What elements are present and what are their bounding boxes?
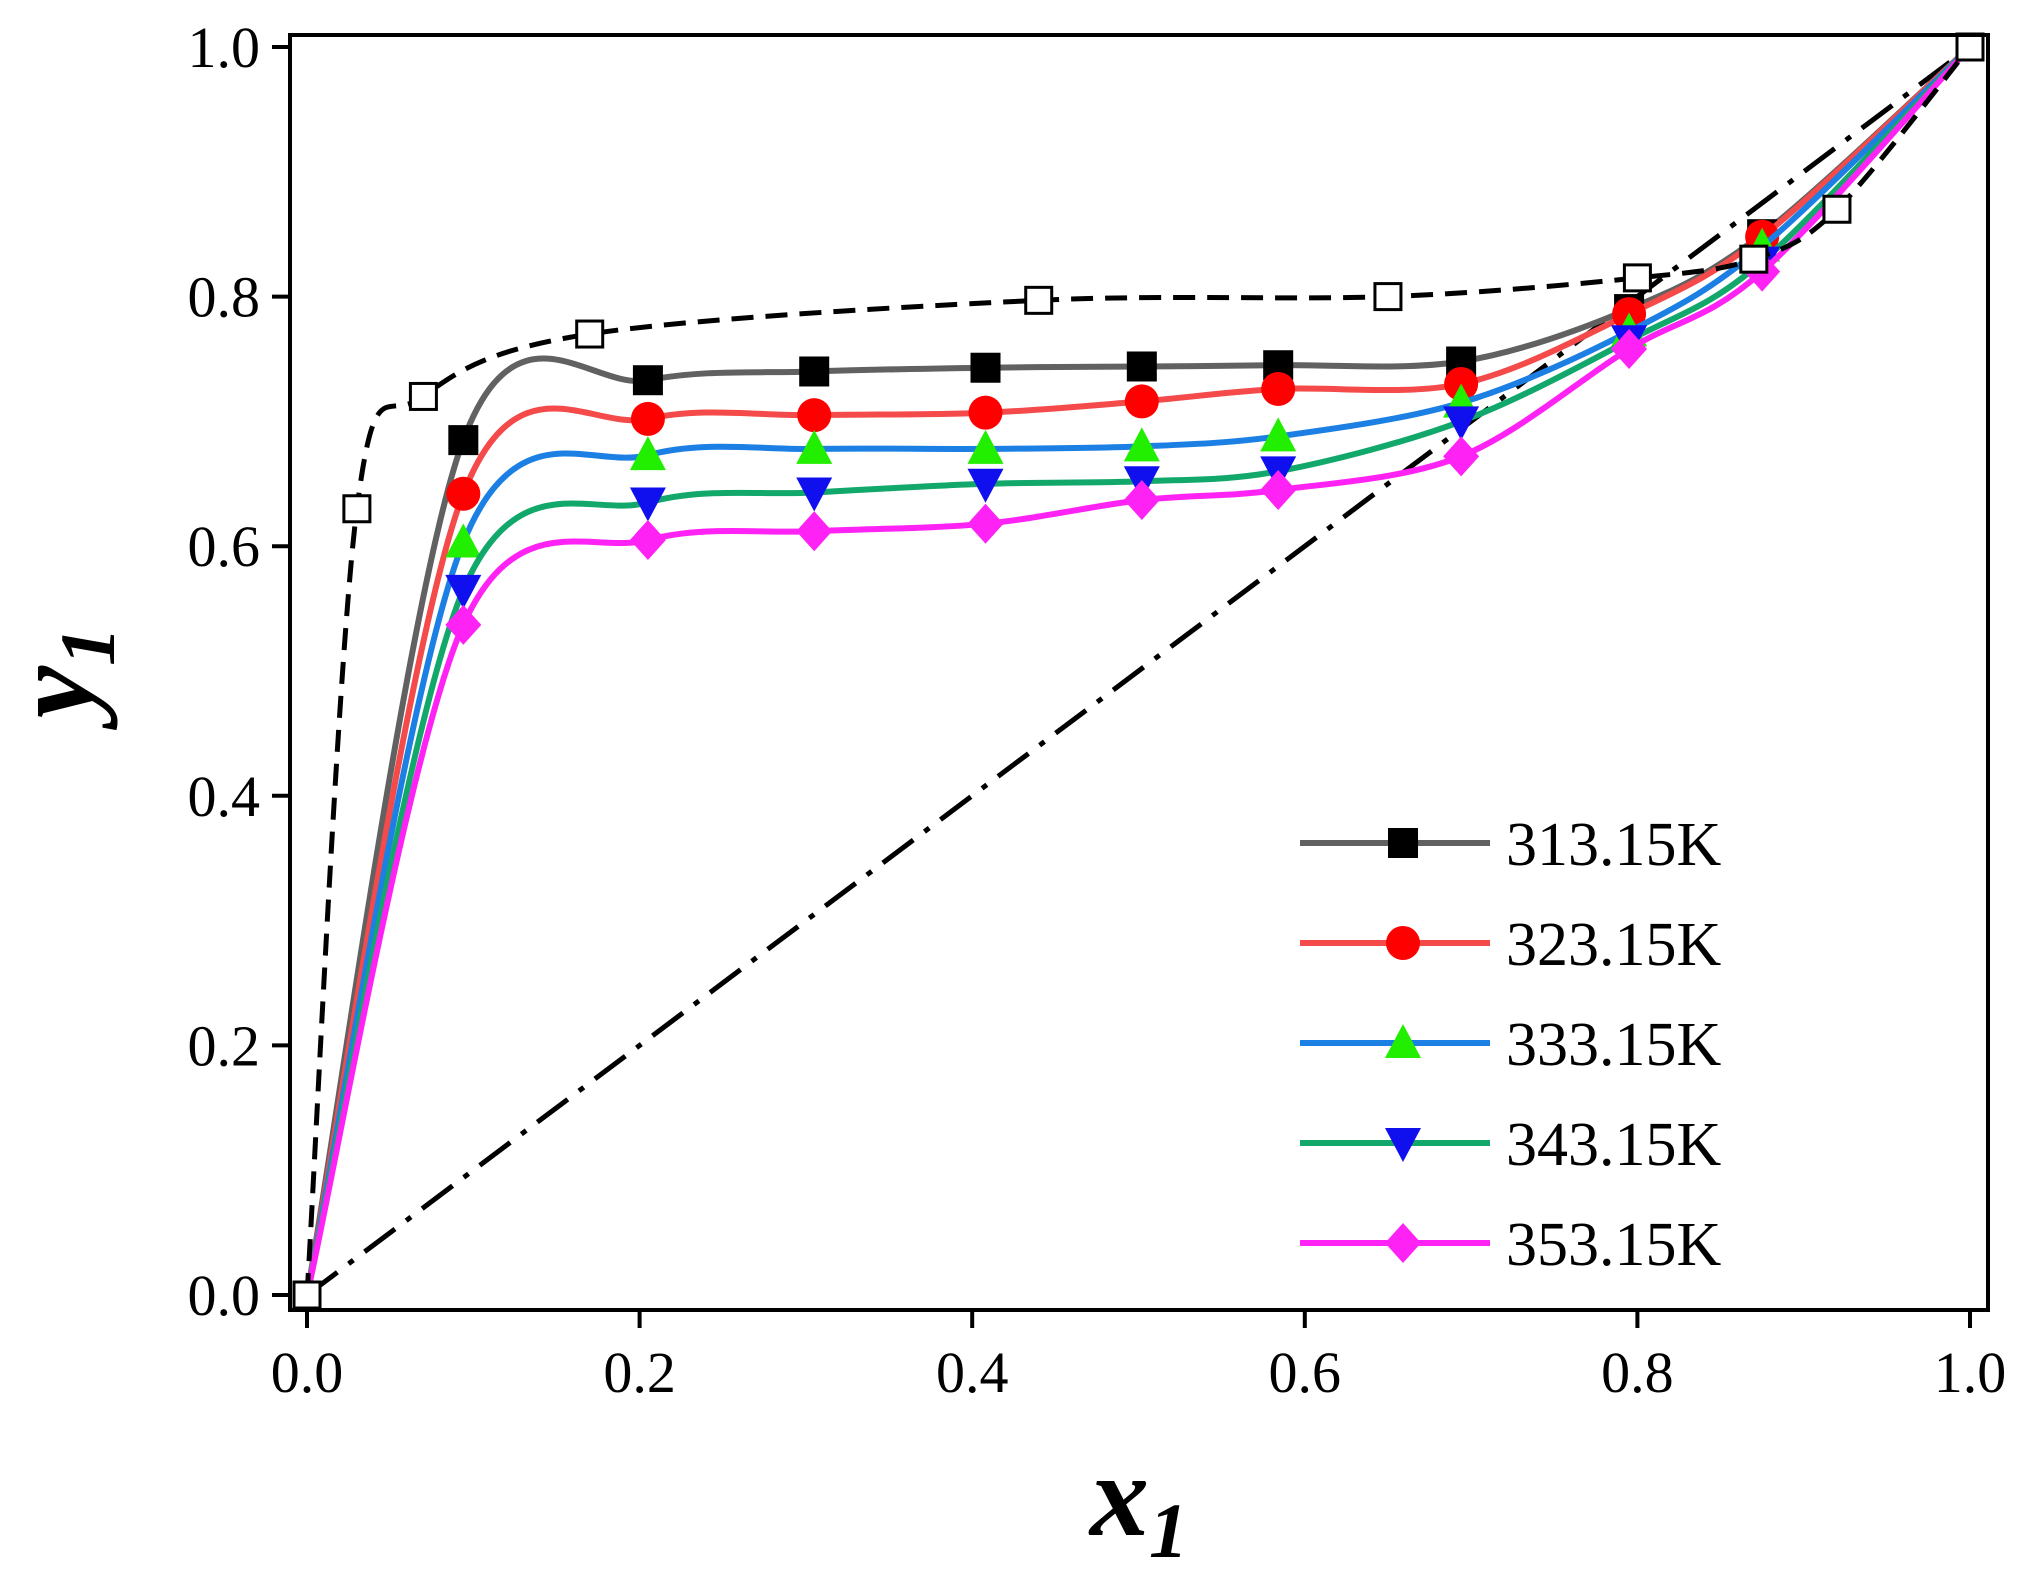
legend-swatch-marker [1386, 926, 1420, 960]
series-point [1126, 351, 1157, 382]
reference-point [1024, 285, 1054, 315]
legend: 313.15K 323.15K 333.15K 343.15K 353.15K [1300, 811, 1722, 1279]
x-tick-label: 0.4 [936, 1340, 1009, 1405]
series-point [629, 436, 666, 471]
series-353.15K [304, 44, 1973, 1296]
series-point [629, 519, 666, 560]
y-tick-label: 0.6 [188, 514, 261, 579]
x-tick-label: 0.8 [1601, 1340, 1674, 1405]
series-point [968, 395, 1003, 430]
legend-item: 323.15K [1300, 911, 1722, 979]
reference-point [575, 319, 605, 349]
legend-swatch-marker [1385, 1024, 1421, 1058]
reference-curve [292, 32, 1985, 1310]
x-tick-label: 0.0 [271, 1340, 344, 1405]
y-tick-label: 0.8 [188, 265, 261, 330]
x-axis-subscript: 1 [1149, 1487, 1188, 1574]
y-axis-label: y1 [0, 627, 131, 730]
y-axis-subscript: 1 [44, 627, 131, 666]
series-point [796, 429, 833, 464]
x-tick-label: 0.2 [603, 1340, 676, 1405]
series-point [1123, 480, 1160, 521]
series-point [445, 604, 482, 645]
legend-label: 353.15K [1506, 1211, 1722, 1279]
reference-point [1373, 282, 1403, 312]
legend-label: 313.15K [1506, 811, 1722, 879]
legend-label: 343.15K [1506, 1111, 1722, 1179]
reference-point [292, 1280, 322, 1310]
series-point [629, 487, 666, 522]
series-point [967, 429, 1004, 464]
series-point [1261, 371, 1296, 406]
series-point [1260, 470, 1297, 511]
reference-point [1622, 263, 1652, 293]
reference-point [408, 381, 438, 411]
series-point [446, 476, 481, 511]
series-point [970, 352, 1001, 383]
y-tick-label: 0.4 [188, 764, 261, 829]
legend-item: 343.15K [1300, 1111, 1722, 1179]
axis-ticks: 0.0 0.2 0.4 0.6 0.8 1.0 0.0 0.2 0.4 0.6 0.8 1.0 [188, 15, 2007, 1405]
y-tick-label: 0.0 [188, 1263, 261, 1328]
legend-swatch-marker [1385, 1223, 1421, 1263]
series-point [799, 356, 830, 387]
x-tick-label: 0.6 [1269, 1340, 1342, 1405]
series-point [1124, 384, 1159, 419]
reference-point [1739, 244, 1769, 274]
x-axis-label: x1 [1088, 1430, 1188, 1574]
series-point [1443, 436, 1480, 477]
series-point [1260, 417, 1297, 452]
legend-label: 333.15K [1506, 1011, 1722, 1079]
series-point [1443, 406, 1480, 441]
series-point [967, 468, 1004, 503]
legend-label: 323.15K [1506, 911, 1722, 979]
series-point [796, 511, 833, 552]
reference-point [1822, 194, 1852, 224]
diagonal-line [305, 45, 1972, 1297]
series-line [304, 44, 1973, 1296]
series-point [448, 425, 479, 456]
reference-point [342, 494, 372, 524]
y-tick-label: 0.2 [188, 1013, 261, 1078]
series-point [967, 503, 1004, 544]
plot-data [292, 32, 1985, 1310]
series-point [445, 523, 482, 558]
legend-swatch-marker [1385, 1128, 1421, 1162]
reference-point [1955, 32, 1985, 62]
series-point [630, 401, 665, 436]
series-point [796, 477, 833, 512]
legend-item: 313.15K [1300, 811, 1722, 879]
legend-item: 333.15K [1300, 1011, 1722, 1079]
series-point [445, 574, 482, 609]
x-axis-symbol: x [1088, 1430, 1149, 1561]
legend-item: 353.15K [1300, 1211, 1722, 1279]
plot-frame [288, 33, 1990, 1312]
y-axis-symbol: y [0, 665, 118, 730]
series-point [797, 398, 832, 433]
series-point [1123, 427, 1160, 462]
series-point [632, 365, 663, 396]
series-point [1611, 329, 1648, 370]
legend-swatch-marker [1388, 828, 1418, 858]
y-tick-label: 1.0 [188, 15, 261, 80]
x-tick-label: 1.0 [1934, 1340, 2007, 1405]
